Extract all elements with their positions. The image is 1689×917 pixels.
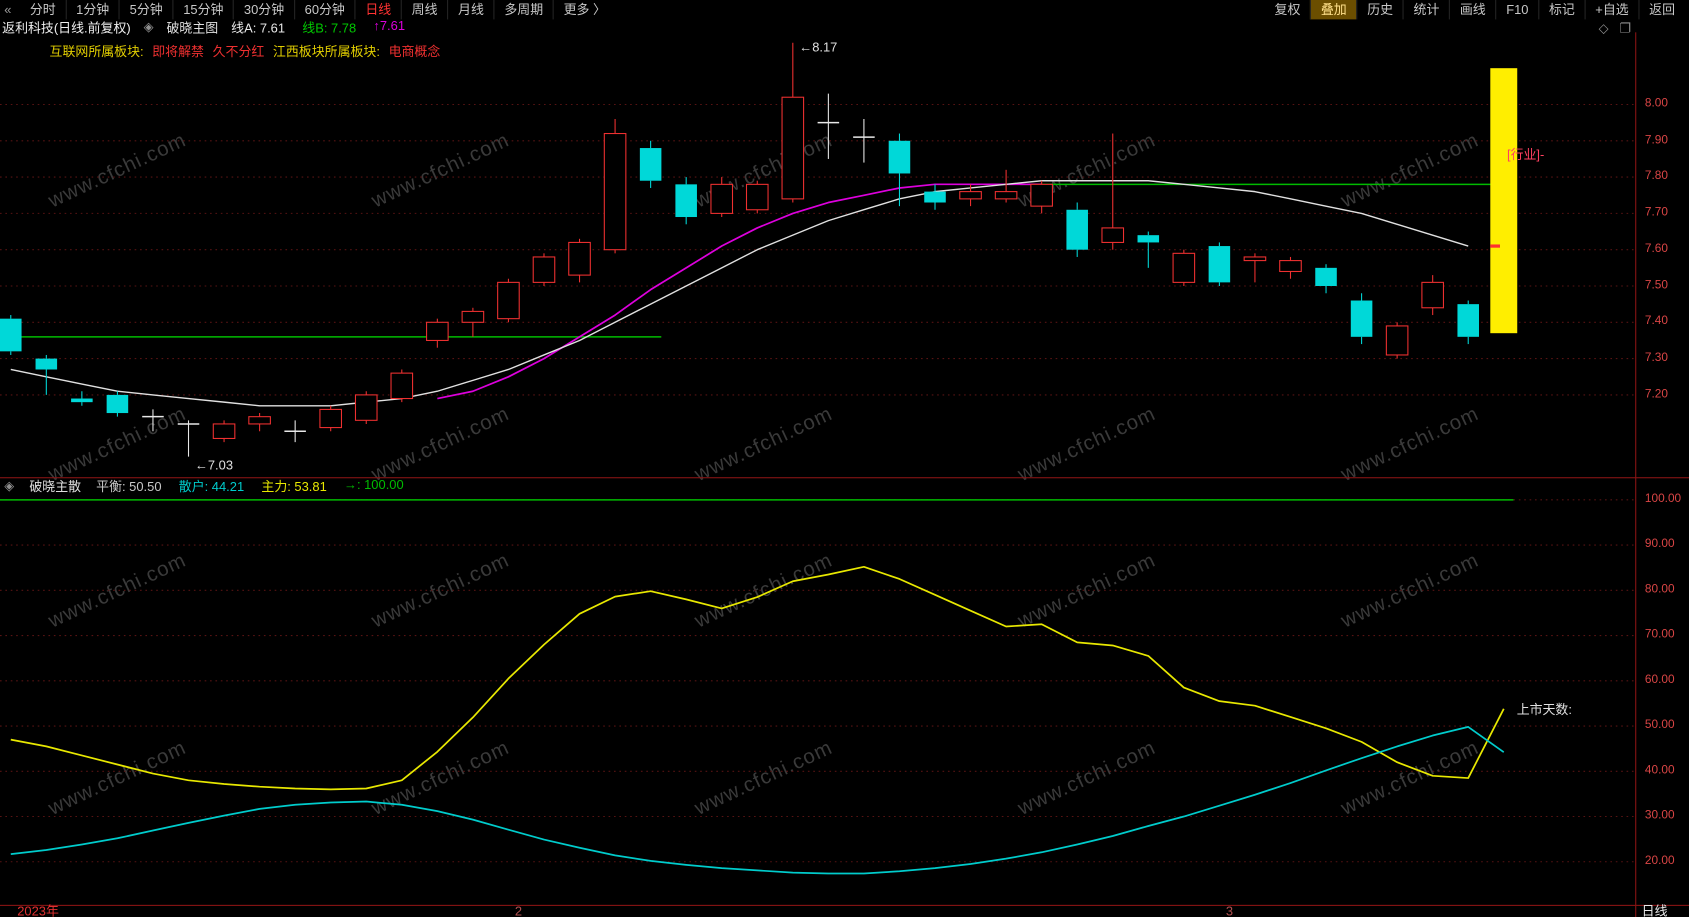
- menu-item[interactable]: 周线: [401, 0, 447, 19]
- menu-item[interactable]: 统计: [1403, 0, 1449, 19]
- value-tick-label: 30.00: [1645, 809, 1689, 822]
- month-label: 3: [1226, 906, 1233, 917]
- indicator-value: 平衡: 50.50: [96, 477, 161, 495]
- app-root: www.cfchi.comwww.cfchi.comwww.cfchi.comw…: [0, 0, 1689, 917]
- indicator-value: 主力: 53.81: [261, 477, 326, 495]
- menu-item[interactable]: 60分钟: [294, 0, 355, 19]
- stage: www.cfchi.comwww.cfchi.comwww.cfchi.comw…: [0, 0, 1689, 917]
- svg-text:←8.17: ←8.17: [799, 39, 837, 54]
- year-label: 2023年: [17, 906, 59, 917]
- window-icon[interactable]: ❐: [1619, 20, 1631, 35]
- menubar-left: 分时1分钟5分钟15分钟30分钟60分钟日线周线月线多周期更多 〉: [20, 0, 616, 19]
- axis-separator-line: [1635, 32, 1636, 917]
- window-menu-icon[interactable]: «: [4, 0, 11, 19]
- svg-text:上市天数:: 上市天数:: [1517, 702, 1572, 717]
- price-tick-label: 7.50: [1645, 278, 1689, 291]
- svg-text:[行业]-: [行业]-: [1507, 147, 1544, 162]
- value-tick-label: 70.00: [1645, 628, 1689, 641]
- value-tick-label: 60.00: [1645, 673, 1689, 686]
- value-tick-label: 40.00: [1645, 764, 1689, 777]
- menu-item[interactable]: 返回: [1638, 0, 1684, 19]
- indicator-value: →: 100.00: [344, 477, 404, 495]
- price-tick-label: 7.70: [1645, 206, 1689, 219]
- menu-item[interactable]: 历史: [1356, 0, 1402, 19]
- menu-item[interactable]: 30分钟: [233, 0, 294, 19]
- value-tick-label: 20.00: [1645, 854, 1689, 867]
- menu-item[interactable]: 日线: [355, 0, 401, 19]
- value-tick-label: 90.00: [1645, 538, 1689, 551]
- svg-text:←7.03: ←7.03: [195, 458, 233, 473]
- menu-item[interactable]: +自选: [1585, 0, 1639, 19]
- window-icons: ◇ ❐: [1599, 20, 1631, 35]
- menubar-right: 复权叠加历史统计画线F10标记+自选返回: [1265, 0, 1685, 19]
- period-label: 日线: [1642, 906, 1668, 917]
- menubar: « 分时1分钟5分钟15分钟30分钟60分钟日线周线月线多周期更多 〉 复权叠加…: [0, 0, 1689, 19]
- menu-item[interactable]: 15分钟: [172, 0, 233, 19]
- price-tick-label: 7.30: [1645, 351, 1689, 364]
- menu-item[interactable]: 分时: [20, 0, 65, 19]
- price-tick-label: 7.40: [1645, 315, 1689, 328]
- menu-item[interactable]: 画线: [1449, 0, 1495, 19]
- menu-item[interactable]: 5分钟: [119, 0, 173, 19]
- indicator-diamond-icon: ◈: [4, 478, 14, 493]
- price-tick-label: 7.20: [1645, 387, 1689, 400]
- menu-item[interactable]: 标记: [1538, 0, 1584, 19]
- menu-item[interactable]: 月线: [447, 0, 493, 19]
- sub-chart[interactable]: 上市天数:: [0, 493, 1635, 916]
- menu-item[interactable]: 多周期: [494, 0, 553, 19]
- price-tick-label: 7.90: [1645, 133, 1689, 146]
- diamond-icon[interactable]: ◇: [1599, 20, 1609, 35]
- time-axis: 2023年 日线 2 3: [0, 906, 1689, 917]
- price-tick-label: 7.80: [1645, 170, 1689, 183]
- sub-indicator-name[interactable]: 破晓主散: [29, 477, 81, 495]
- indicator-value: 散户: 44.21: [179, 477, 244, 495]
- price-tick-label: 8.00: [1645, 97, 1689, 110]
- main-chart[interactable]: [行业]- ←8.17 ←7.03: [0, 32, 1635, 477]
- menu-item[interactable]: 1分钟: [65, 0, 119, 19]
- menu-item[interactable]: 更多 〉: [553, 0, 616, 19]
- value-tick-label: 50.00: [1645, 718, 1689, 731]
- menu-item[interactable]: 复权: [1265, 0, 1310, 19]
- value-tick-label: 100.00: [1645, 492, 1689, 505]
- sub-indicator-header: ◈ 破晓主散 平衡: 50.50 散户: 44.21 主力: 53.81 →: 100…: [4, 478, 403, 493]
- menu-item[interactable]: F10: [1495, 0, 1538, 19]
- price-tick-label: 7.60: [1645, 242, 1689, 255]
- menu-item[interactable]: 叠加: [1310, 0, 1356, 19]
- month-label: 2: [515, 906, 522, 917]
- value-tick-label: 80.00: [1645, 583, 1689, 596]
- sub-indicator-values: 平衡: 50.50 散户: 44.21 主力: 53.81 →: 100.00: [96, 477, 404, 495]
